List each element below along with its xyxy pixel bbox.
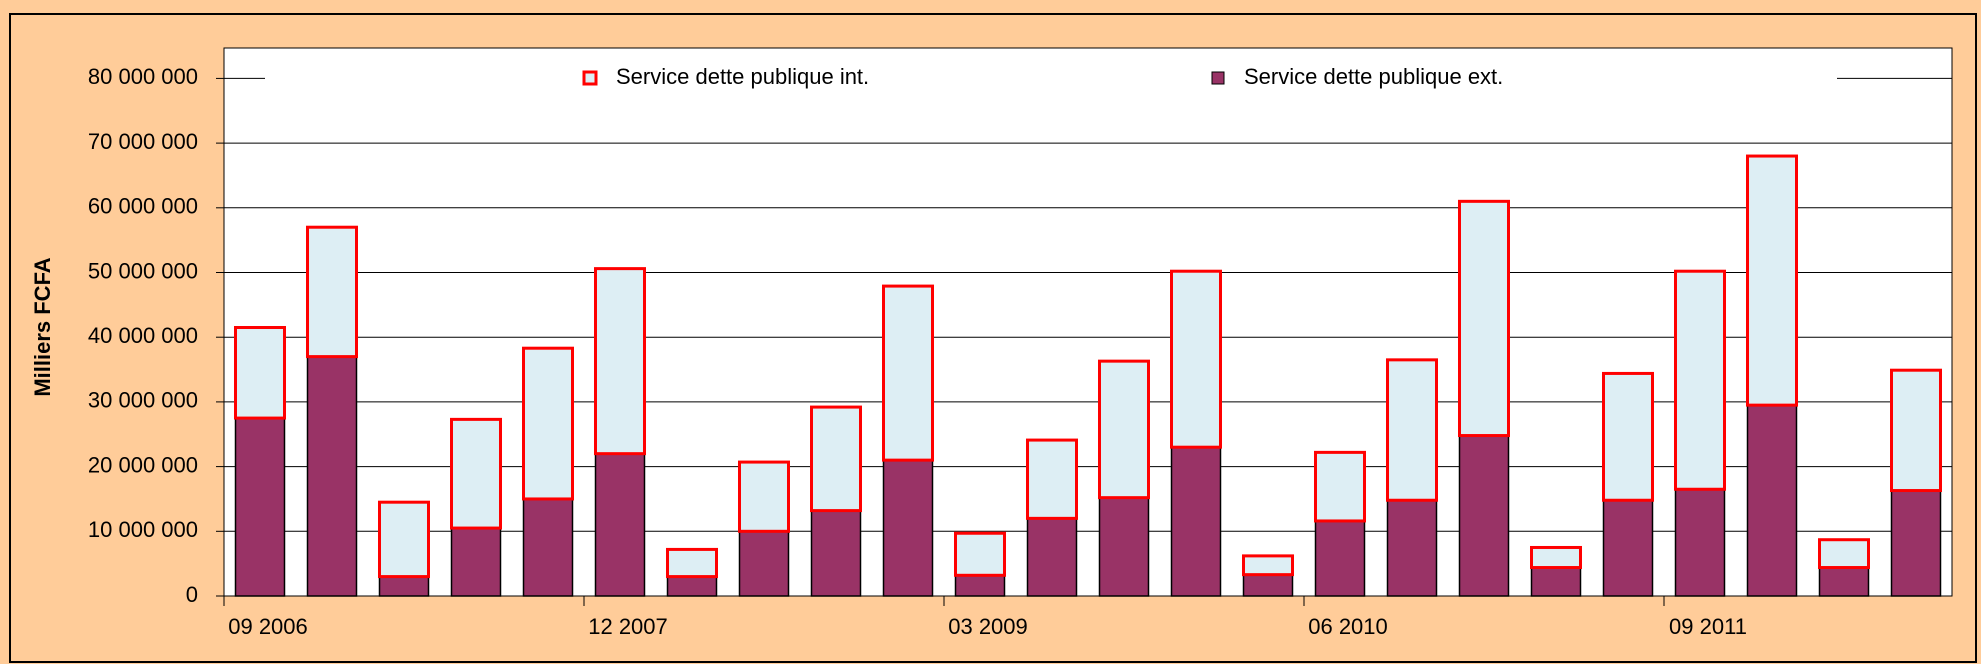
bar-segment [234,325,286,420]
bar-segment [1746,404,1798,597]
bar-segment [1170,269,1222,449]
bar-segment [1386,358,1438,502]
bar-segment [1530,545,1582,570]
legend [265,58,1837,98]
bar-segment [1314,450,1366,523]
bar-segment [306,225,358,359]
y-tick-label: 10 000 000 [88,517,198,542]
bar-segment [378,575,430,597]
bar-segment [1890,489,1942,597]
bar-segment [882,459,934,597]
bar-segment [1602,499,1654,597]
y-tick-label: 60 000 000 [88,194,198,219]
bar-segment [594,452,646,597]
x-tick-label: 06 2010 [1308,614,1388,639]
bar-segment [1818,538,1870,570]
bar-segment [1026,517,1078,597]
bar-segment [1602,371,1654,502]
bar-segment [1458,199,1510,438]
bar-segment [450,417,502,530]
bar-segment [882,284,934,462]
bar-segment [666,575,718,597]
bar-segment [1242,554,1294,577]
bar-segment [954,531,1006,577]
bar-segment [1098,359,1150,500]
bar-segment [378,500,430,579]
bar-segment [522,346,574,501]
y-tick-label: 50 000 000 [88,258,198,283]
y-axis-label: Milliers FCFA [30,257,55,396]
bar-segment [1314,520,1366,597]
bar-segment [1242,573,1294,597]
bar-segment [810,405,862,513]
bar-segment [1026,438,1078,520]
legend-label: Service dette publique int. [616,64,869,89]
bar-segment [1890,368,1942,493]
bar-segment [1818,566,1870,597]
legend-swatch [1211,71,1225,85]
bar-segment [738,460,790,533]
plot-area [223,47,1953,597]
y-tick-label: 30 000 000 [88,388,198,413]
bar-segment [666,547,718,579]
x-tick-label: 09 2011 [1669,614,1747,639]
bar-segment [954,574,1006,597]
bar-segment [810,509,862,597]
legend-swatch [582,70,598,86]
bar-segment [1530,566,1582,597]
bar-segment [1170,446,1222,597]
x-tick-label: 09 2006 [228,614,308,639]
bar-segment [1746,154,1798,407]
bar-segment [1458,434,1510,597]
bar-segment [306,355,358,597]
bar-segment [1098,496,1150,597]
x-tick-label: 03 2009 [948,614,1028,639]
bar-segment [738,530,790,597]
y-tick-label: 80 000 000 [88,64,198,89]
y-tick-label: 0 [186,582,198,607]
y-tick-label: 20 000 000 [88,452,198,477]
y-tick-label: 40 000 000 [88,323,198,348]
bar-segment [450,527,502,597]
bar-segment [1674,269,1726,491]
y-tick-label: 70 000 000 [88,129,198,154]
bar-segment [522,498,574,597]
x-tick-label: 12 2007 [588,614,668,639]
legend-label: Service dette publique ext. [1244,64,1503,89]
bar-segment [594,267,646,456]
bar-segment [1386,499,1438,597]
bar-segment [234,417,286,597]
bar-segment [1674,488,1726,597]
